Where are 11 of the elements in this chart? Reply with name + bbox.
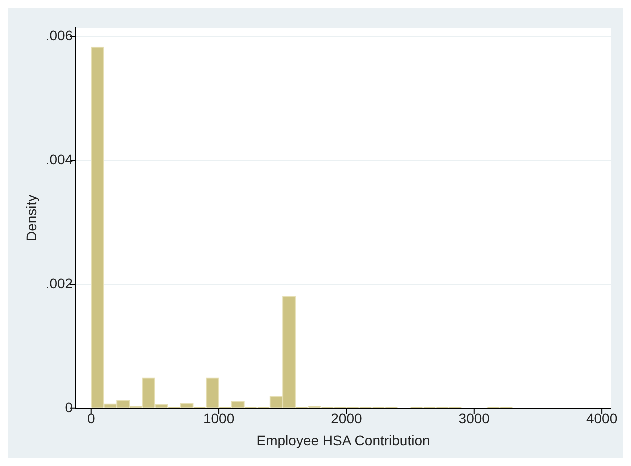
- y-axis-title: Density: [23, 194, 40, 242]
- x-tick-label: 4000: [586, 410, 618, 427]
- x-tick-label: 2000: [331, 410, 362, 427]
- x-tick-label: 0: [87, 410, 96, 427]
- y-tick-label: 0: [65, 399, 74, 416]
- y-tick-label: .002: [46, 275, 74, 292]
- x-tick-label: 3000: [458, 410, 490, 427]
- y-tick-label: .004: [46, 151, 74, 168]
- y-tick-label: .006: [46, 28, 74, 44]
- x-tick-label: 1000: [203, 410, 235, 427]
- x-axis-title: Employee HSA Contribution: [256, 432, 430, 448]
